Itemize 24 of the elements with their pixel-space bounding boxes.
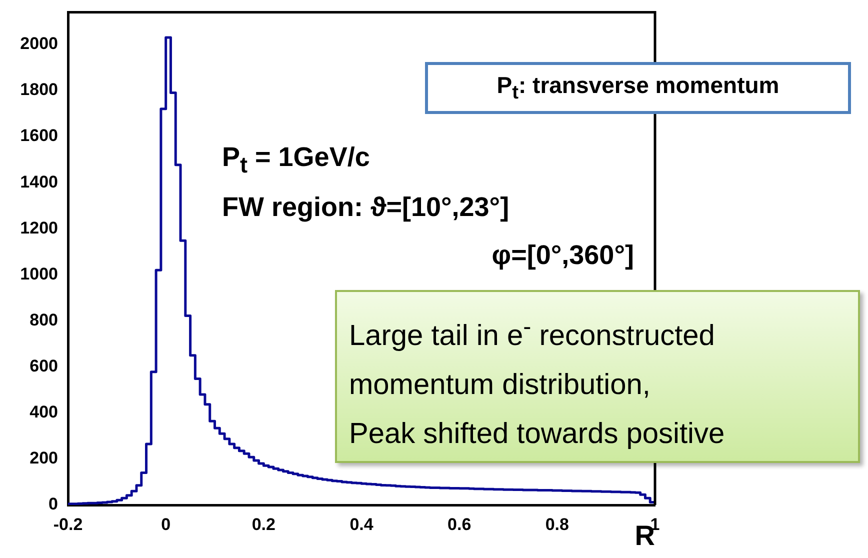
y-tick-label: 200 [30,448,58,468]
y-tick-label: 600 [30,356,58,376]
y-tick-label: 1200 [20,218,58,238]
x-tick-label: 0.8 [545,514,569,534]
annotation: P$_{t}$ = 1GeV/c [222,142,370,178]
y-tick-label: 400 [30,402,58,422]
annotation: Large tail in e$^{-}$ reconstructed momentum distribution, Peak shifted towards positive [349,313,725,450]
y-tick-label: 1400 [20,172,58,192]
y-tick-label: 0 [48,494,58,514]
annotation: P$_{t}$: transverse momentum [496,72,780,104]
note-box: Large tail in e$^{-}$ reconstructed momentum distribution, Peak shifted towards positive [335,290,860,463]
x-tick-label: 0.6 [448,514,472,534]
y-tick-label: 800 [30,310,58,330]
x-tick-label: 0.4 [350,514,374,534]
annotation: φ=[0°,360°] [492,240,634,271]
x-tick-label: 0.2 [252,514,276,534]
y-tick-label: 1600 [20,126,58,146]
annotation: FW region: ϑ=[10°,23°] [222,192,510,223]
y-tick-label: 1000 [20,264,58,284]
note-box: P$_{t}$: transverse momentum [425,62,851,114]
y-tick-label: 1800 [20,80,58,100]
x-tick-label: 0 [161,514,171,534]
y-tick-label: 2000 [20,34,58,54]
x-tick-label: -0.2 [53,514,83,534]
